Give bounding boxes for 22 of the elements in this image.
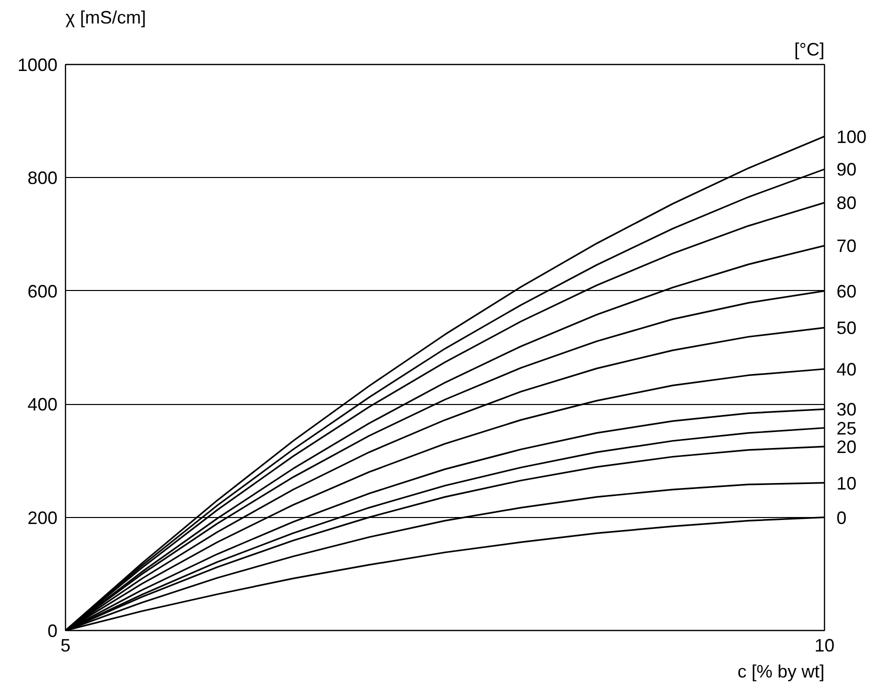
x-axis-title: c [% by wt] bbox=[737, 662, 825, 682]
series-label: 60 bbox=[836, 281, 857, 302]
y-tick-label: 200 bbox=[27, 508, 58, 528]
series-label: 40 bbox=[836, 360, 857, 380]
series-label: 25 bbox=[836, 418, 857, 438]
series-label: 20 bbox=[836, 437, 857, 458]
series-label: 70 bbox=[836, 236, 857, 256]
series-label: 90 bbox=[836, 160, 857, 180]
legend-title: [°C] bbox=[794, 40, 825, 60]
y-tick-label: 800 bbox=[27, 168, 58, 188]
series-label: 80 bbox=[836, 193, 857, 214]
series-label: 100 bbox=[836, 126, 867, 147]
y-tick-label: 400 bbox=[27, 394, 58, 415]
series-label: 30 bbox=[836, 400, 857, 420]
y-tick-label: 1000 bbox=[17, 55, 58, 75]
series-label: 10 bbox=[836, 473, 857, 494]
series-label: 0 bbox=[836, 508, 847, 528]
x-tick-label: 5 bbox=[60, 636, 71, 656]
y-tick-label: 0 bbox=[47, 621, 58, 641]
series-label: 50 bbox=[836, 318, 857, 338]
y-tick-label: 600 bbox=[27, 281, 58, 302]
y-axis-title: χ [mS/cm] bbox=[66, 8, 146, 28]
